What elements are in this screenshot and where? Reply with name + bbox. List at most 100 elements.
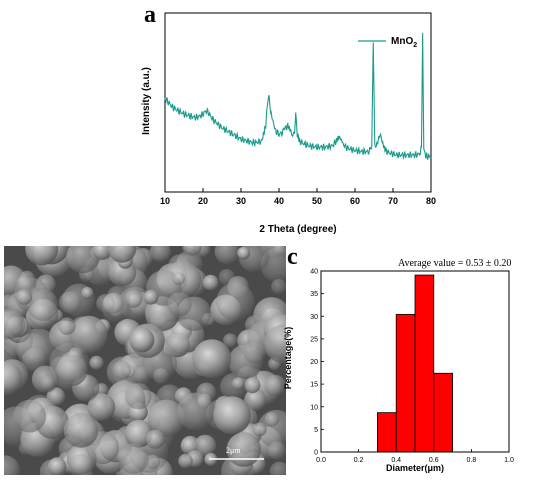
histogram-y-tick-label: 15 <box>310 382 318 389</box>
sem-particle <box>4 361 23 396</box>
sem-particle <box>264 411 280 427</box>
xrd-axes <box>164 12 432 193</box>
xrd-chart: 10 20 30 40 50 60 70 80 2 Theta (degree) Intens… <box>141 12 436 235</box>
histogram-bars <box>376 274 453 453</box>
sem-particle <box>118 443 149 474</box>
histogram-y-tick-label: 35 <box>310 291 318 298</box>
sem-particle <box>149 246 171 262</box>
sem-particle <box>231 377 245 390</box>
scale-bar-label: 2μm <box>226 446 241 455</box>
sem-particle <box>244 377 261 394</box>
xrd-x-tick-label: 50 <box>312 196 322 206</box>
sem-particle <box>16 333 50 367</box>
sem-particle <box>4 455 20 475</box>
sem-particle <box>237 246 251 260</box>
histogram-x-tick-label: 0.0 <box>316 457 326 464</box>
sem-particle <box>192 339 232 379</box>
xrd-legend-main: MnO <box>391 36 413 47</box>
xrd-tick-group: 10 20 30 40 50 60 70 80 <box>160 188 436 206</box>
histogram-bar <box>433 372 453 453</box>
sem-particle <box>214 246 240 265</box>
sem-particle <box>13 399 47 433</box>
xrd-y-axis-label: Intensity (a.u.) <box>141 67 152 135</box>
sem-particle <box>216 282 255 321</box>
histogram-x-tick-label: 0.4 <box>391 457 401 464</box>
sem-particle <box>70 315 108 354</box>
sem-particle <box>183 246 202 256</box>
xrd-x-tick-label: 70 <box>388 196 398 206</box>
sem-particle <box>49 342 89 383</box>
histogram-y-axis-label: Percentage(%) <box>283 327 293 390</box>
xrd-series-line-mno2 <box>164 32 432 160</box>
xrd-x-tick-label: 10 <box>160 196 170 206</box>
histogram-annotation: Average value = 0.53 ± 0.20 <box>398 258 511 269</box>
histogram-x-axis-label: Diameter(μm) <box>386 463 444 473</box>
sem-particle <box>124 289 143 308</box>
histogram-y-tick-label: 20 <box>310 359 318 366</box>
sem-particle <box>58 317 76 335</box>
sem-particle <box>27 289 59 321</box>
panel-label-a: a <box>144 2 156 28</box>
histogram-x-tick-label: 1.0 <box>504 457 514 464</box>
histogram-y-tick-label: 10 <box>310 404 318 411</box>
sem-particle <box>145 429 165 449</box>
sem-particle <box>264 374 286 397</box>
sem-particle <box>40 375 56 391</box>
xrd-legend-sub: 2 <box>413 42 417 49</box>
sem-particle <box>269 461 286 475</box>
sem-particle <box>252 422 267 437</box>
sem-particle <box>25 246 59 266</box>
xrd-x-tick-label: 30 <box>236 196 246 206</box>
sem-particle <box>172 272 186 285</box>
sem-particle <box>194 434 217 457</box>
histogram-y-tick-label: 30 <box>310 314 318 321</box>
sem-particle <box>124 419 153 448</box>
sem-particle <box>176 392 215 431</box>
histogram-x-tick-label: 0.8 <box>467 457 477 464</box>
xrd-x-tick-label: 20 <box>198 196 208 206</box>
sem-texture <box>4 246 286 475</box>
histogram-x-tick-label: 0.6 <box>429 457 439 464</box>
sem-particle <box>87 393 116 421</box>
sem-particle <box>47 457 67 475</box>
xrd-legend: MnO2 <box>358 36 417 49</box>
sem-particle <box>202 274 219 291</box>
sem-particle <box>112 360 132 380</box>
sem-particle <box>264 324 286 364</box>
sem-particle <box>63 413 99 448</box>
histogram-y-tick-label: 40 <box>310 269 318 276</box>
sem-particle <box>107 246 137 263</box>
histogram-bar <box>395 314 416 453</box>
histogram-bar <box>376 412 397 453</box>
histogram-x-tick-label: 0.2 <box>354 457 364 464</box>
histogram-axes: 0 5 10 15 20 25 30 35 40 0.0 0.2 0.4 0.6 0.8 1.0 <box>310 269 514 465</box>
sem-particle <box>143 289 159 305</box>
sem-particles <box>4 246 286 475</box>
sem-particle <box>16 288 33 305</box>
sem-particle <box>101 293 131 323</box>
histogram-y-tick-label: 5 <box>314 427 318 434</box>
sem-particle <box>81 286 94 300</box>
histogram-y-tick-label: 0 <box>314 450 318 457</box>
sem-particle <box>223 333 238 348</box>
sem-particle <box>66 246 100 274</box>
xrd-x-axis-label: 2 Theta (degree) <box>259 224 336 235</box>
sem-particle <box>243 341 266 364</box>
sem-particle <box>89 355 104 370</box>
sem-particle <box>271 279 286 295</box>
sem-particle <box>58 291 82 314</box>
xrd-legend-label: MnO2 <box>391 36 417 49</box>
sem-particle <box>267 441 286 460</box>
sem-particle <box>129 327 155 353</box>
sem-particle <box>68 453 93 475</box>
xrd-x-tick-label: 40 <box>274 196 284 206</box>
histogram-bar <box>414 274 435 453</box>
sem-particle <box>213 396 252 435</box>
sem-particle <box>4 308 23 340</box>
xrd-x-tick-label: 60 <box>350 196 360 206</box>
histogram-y-tick-label: 25 <box>310 336 318 343</box>
sem-image: 2μm <box>4 246 286 475</box>
sem-particle <box>92 246 112 260</box>
panel-label-c: c <box>287 244 298 270</box>
